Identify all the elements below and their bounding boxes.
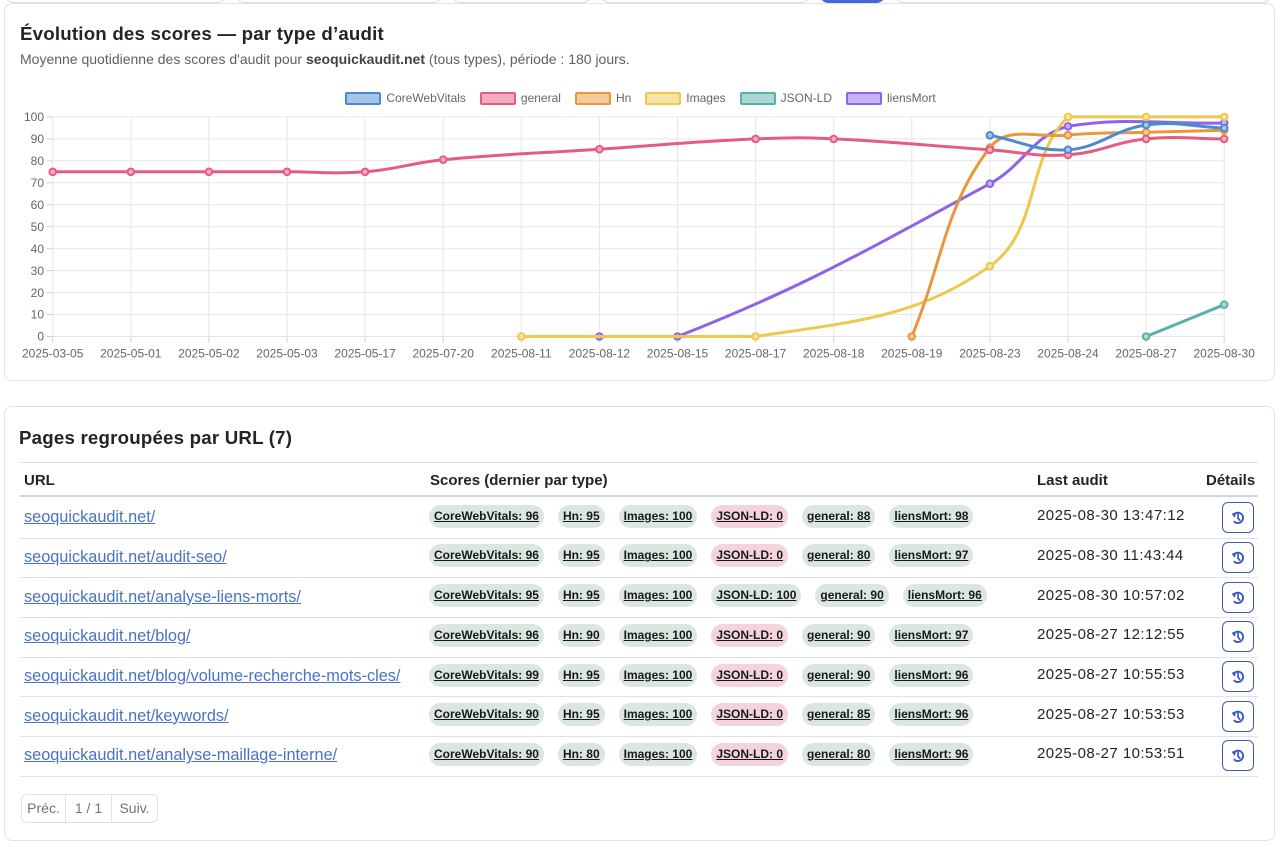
svg-text:100: 100 — [24, 110, 44, 124]
svg-text:0: 0 — [37, 330, 44, 344]
svg-text:60: 60 — [31, 198, 45, 212]
svg-text:2025-03-05: 2025-03-05 — [22, 347, 84, 361]
svg-text:2025-08-30: 2025-08-30 — [1194, 347, 1256, 361]
svg-text:2025-05-03: 2025-05-03 — [256, 347, 318, 361]
svg-text:2025-08-18: 2025-08-18 — [803, 347, 865, 361]
svg-text:2025-08-19: 2025-08-19 — [881, 347, 943, 361]
svg-text:2025-05-02: 2025-05-02 — [178, 347, 240, 361]
svg-text:2025-08-15: 2025-08-15 — [647, 347, 709, 361]
svg-text:2025-05-17: 2025-05-17 — [334, 347, 396, 361]
svg-text:40: 40 — [31, 242, 45, 256]
svg-text:30: 30 — [31, 264, 45, 278]
svg-text:50: 50 — [31, 220, 45, 234]
svg-text:2025-08-11: 2025-08-11 — [491, 347, 552, 361]
svg-text:70: 70 — [31, 176, 45, 190]
svg-text:2025-07-20: 2025-07-20 — [413, 347, 475, 361]
svg-text:2025-08-23: 2025-08-23 — [959, 347, 1021, 361]
svg-text:2025-08-24: 2025-08-24 — [1037, 347, 1099, 361]
svg-text:2025-08-12: 2025-08-12 — [569, 347, 631, 361]
svg-text:2025-08-17: 2025-08-17 — [725, 347, 787, 361]
svg-text:90: 90 — [31, 132, 45, 146]
svg-text:80: 80 — [31, 154, 45, 168]
svg-text:10: 10 — [31, 308, 45, 322]
svg-text:2025-05-01: 2025-05-01 — [100, 347, 162, 361]
svg-text:2025-08-27: 2025-08-27 — [1115, 347, 1177, 361]
svg-text:20: 20 — [31, 286, 45, 300]
